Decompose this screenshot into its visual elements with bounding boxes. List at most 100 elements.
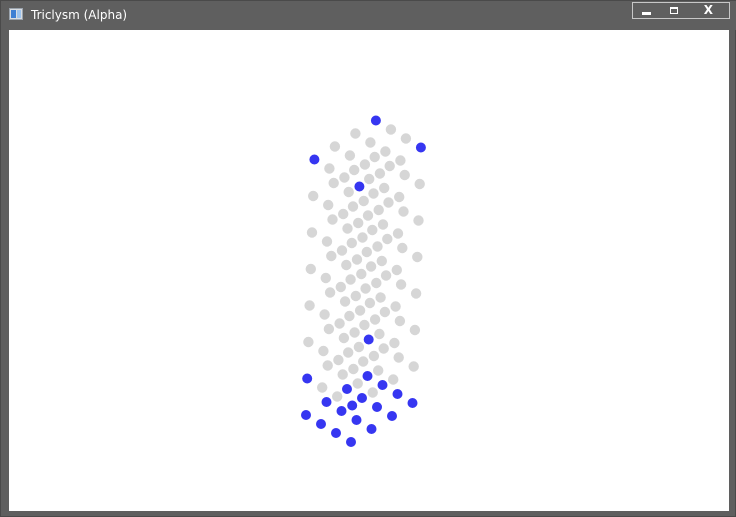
voxel-off [393,352,404,363]
voxel-off [341,259,352,271]
voxel-off [367,387,378,398]
minimize-icon [642,11,652,15]
voxel-off [349,164,360,176]
voxel-off [303,336,314,348]
voxel-off [368,188,379,199]
voxel-off [384,160,395,172]
voxel-on [342,384,352,394]
voxel-off [335,281,346,293]
voxel-on [392,389,403,399]
voxel-off [308,190,319,202]
voxel-off [362,210,374,221]
voxel-off [414,178,425,190]
voxel-off [394,191,405,203]
voxel-off [324,163,335,174]
voxel-off [373,365,384,376]
voxel-on [377,380,388,390]
close-button[interactable]: X [688,3,729,18]
voxel-off [369,314,381,325]
voxel-on [302,373,313,384]
voxel-off [360,283,371,294]
voxel-off [353,341,365,353]
voxel-off [336,245,348,256]
voxel-on [357,393,367,403]
voxel-off [358,356,369,367]
voxel-off [388,374,399,385]
voxel-off [354,305,366,316]
voxel-off [408,361,419,372]
voxel-off [379,182,390,194]
voxel-on [301,410,311,420]
voxel-off [338,332,350,344]
voxel-on [346,437,356,447]
voxel-off [409,324,421,336]
voxel-off [373,204,384,216]
voxel-off [359,319,370,331]
voxel-off [357,232,368,243]
voxel-off [352,378,363,389]
voxel-on [321,397,332,407]
voxel-off [399,169,410,181]
voxel-off [390,301,401,312]
voxel-off [389,337,400,349]
voxel-off [382,233,393,245]
voxel-off [374,168,386,179]
voxel-off [380,270,392,281]
voxel-off [343,347,354,358]
voxel-off [395,279,407,290]
voxel-off [344,150,356,161]
voxel-off [367,224,378,236]
voxel-off [333,354,344,366]
voxel-off [332,391,343,402]
voxel-off [346,237,357,249]
voxel-off [400,133,412,144]
voxel-on [316,419,326,429]
voxel-off [380,146,391,157]
voxel-off [339,172,350,183]
voxel-off [398,206,409,217]
voxel-off [326,250,337,262]
voxel-off [321,236,333,247]
voxel-off [361,246,372,258]
voxel-off [365,137,376,148]
voxel-off [395,155,406,166]
voxel-off [353,217,364,229]
voxel-on [366,424,377,434]
title-bar[interactable]: Triclysm (Alpha) X [1,1,736,30]
voxel-off [306,227,318,238]
maximize-icon [670,7,679,14]
voxel-off [349,327,360,338]
voxel-on [354,181,365,192]
window-controls: X [632,2,730,19]
voxel-on [370,115,381,126]
voxel-on [347,400,358,411]
voxel-off [410,288,422,299]
render-canvas[interactable] [9,30,729,511]
close-icon: X [703,3,714,17]
voxel-off [304,300,315,311]
voxel-off [413,215,424,226]
voxel-off [343,186,354,198]
voxel-off [356,268,367,280]
voxel-on [336,406,347,416]
voxel-on [407,398,418,408]
voxel-off [359,159,371,170]
maximize-button[interactable] [660,3,687,18]
voxel-off [385,124,397,135]
voxel-off [322,360,333,371]
voxel-off [305,263,316,275]
voxel-off [320,272,331,284]
voxel-cube-view[interactable] [9,30,729,511]
minimize-button[interactable] [633,3,660,18]
voxel-off [364,173,375,185]
app-window-icon[interactable] [9,8,23,20]
voxel-off [375,292,386,303]
voxel-off [368,350,380,362]
window-title: Triclysm (Alpha) [31,8,128,22]
voxel-off [351,254,363,265]
voxel-off [365,261,377,272]
voxel-off [376,255,387,267]
voxel-off [342,223,353,234]
voxel-off [350,290,361,302]
